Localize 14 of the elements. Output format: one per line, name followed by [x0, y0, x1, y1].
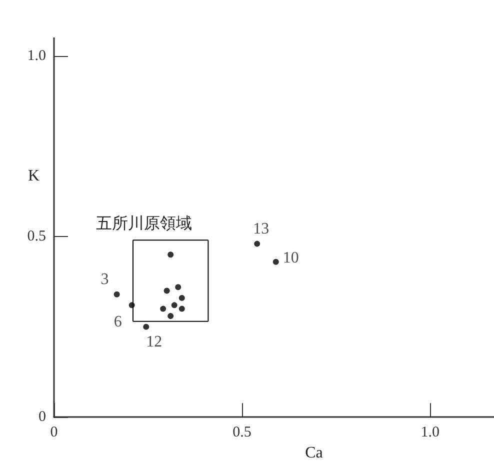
annotation: 6	[114, 314, 122, 331]
annotation: 13	[253, 220, 270, 238]
y-tick-label: 1.0	[27, 48, 46, 64]
x-axis-title: Ca	[305, 444, 323, 462]
y-axis-title: K	[28, 168, 40, 184]
annotation: 3	[100, 270, 109, 288]
y-tick-label: 0	[38, 409, 46, 426]
x-tick-label: 0.5	[232, 424, 252, 441]
x-tick-label: 1.0	[420, 424, 440, 441]
annotation: 10	[282, 249, 299, 266]
x-tick-label: 0	[50, 424, 58, 441]
y-tick-label: 0.5	[27, 228, 46, 245]
annotation: 12	[146, 333, 162, 350]
annotation: 五所川原領域	[96, 214, 192, 232]
